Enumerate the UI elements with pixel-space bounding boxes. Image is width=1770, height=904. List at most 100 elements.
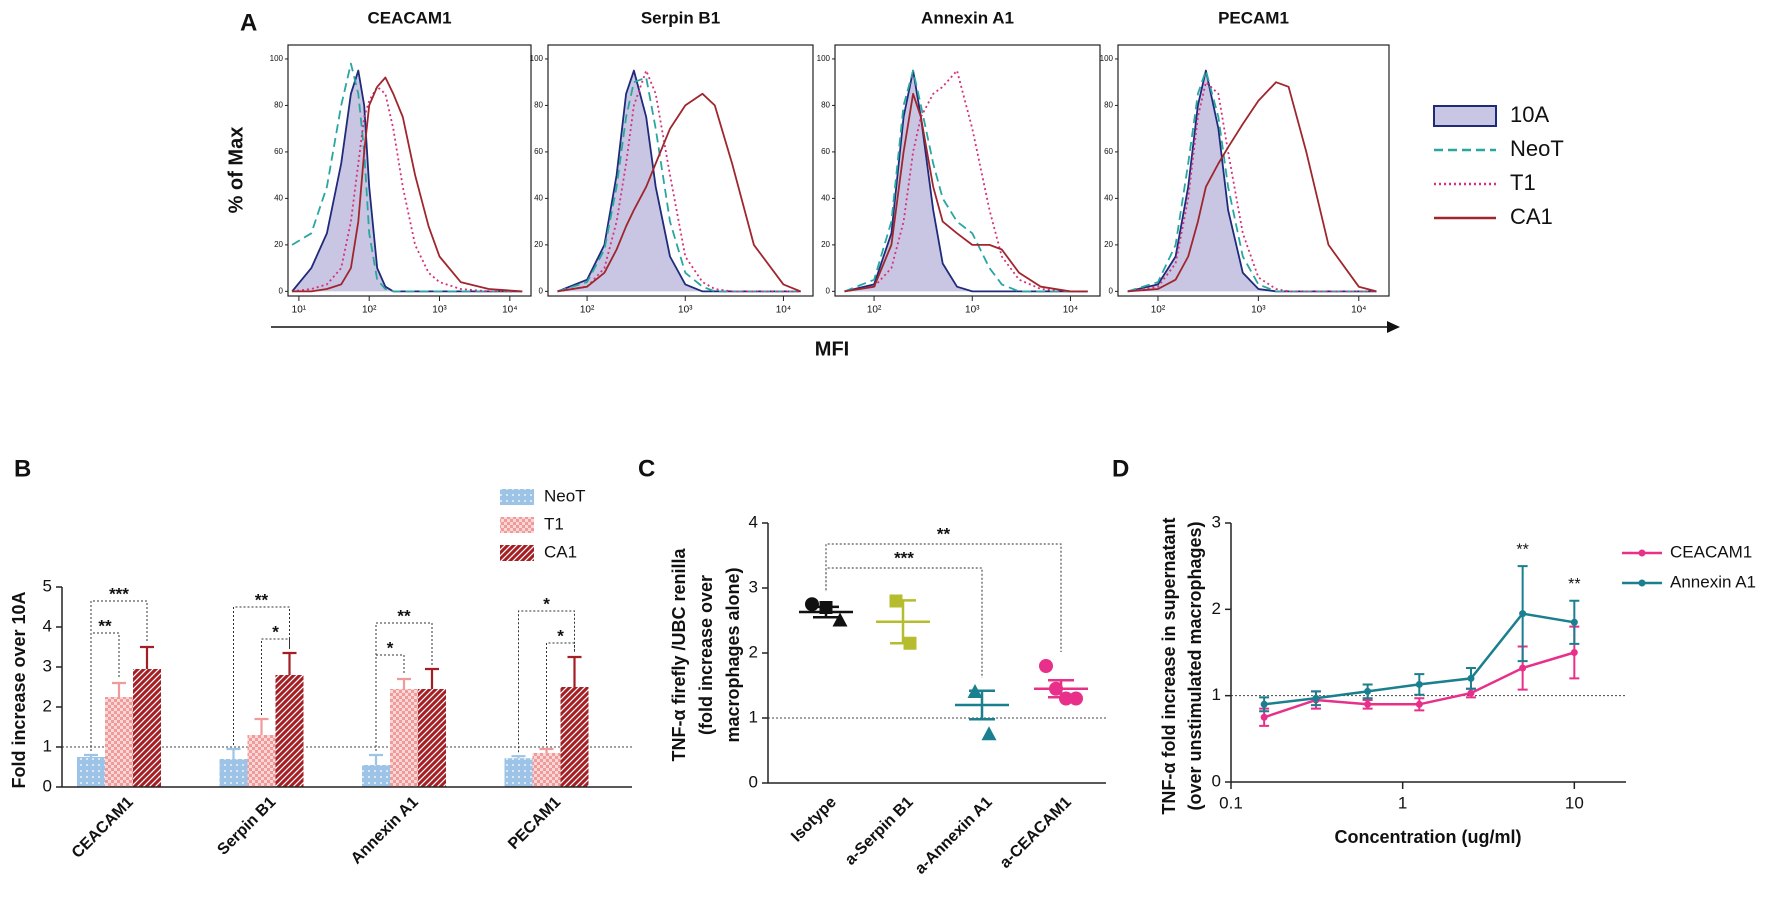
- bar: [133, 669, 161, 787]
- y-tick-label: 0: [43, 776, 52, 795]
- legend-label: Annexin A1: [1670, 572, 1756, 591]
- point: [1069, 691, 1083, 706]
- point: [1260, 700, 1268, 708]
- legend-label: T1: [544, 514, 564, 533]
- point: [1519, 610, 1527, 618]
- x-tick-label: a-Serpin B1: [842, 794, 917, 869]
- y-tick-label: 60: [534, 147, 543, 156]
- point: [1312, 694, 1320, 702]
- significance-label: *: [543, 594, 550, 613]
- legend-label: T1: [1510, 170, 1536, 195]
- y-tick-label: 100: [270, 54, 284, 63]
- y-tick-label: 20: [274, 240, 283, 249]
- point: [1519, 664, 1527, 672]
- y-tick-label: 0: [1109, 286, 1114, 295]
- y-axis-label: TNF-α firefly /UBC renilla: [669, 547, 689, 761]
- y-tick-label: 2: [1212, 599, 1221, 618]
- panel-letter: A: [240, 9, 257, 36]
- x-tick-label: 10¹: [292, 305, 307, 316]
- bar: [390, 689, 418, 787]
- error-bar: [539, 747, 554, 753]
- plot-frame: [287, 44, 532, 297]
- error-bar: [282, 651, 297, 675]
- error-bar: [254, 717, 269, 735]
- x-tick-label: 0.1: [1219, 793, 1243, 812]
- significance-label: *: [557, 626, 564, 645]
- point: [1364, 687, 1372, 695]
- subplot-title: Annexin A1: [921, 8, 1014, 27]
- y-tick-label: 4: [749, 512, 758, 531]
- legend-label: NeoT: [544, 486, 586, 505]
- bar: [105, 697, 133, 787]
- bar: [504, 758, 533, 787]
- subplot-title: PECAM1: [1218, 8, 1289, 27]
- density-curve: [557, 92, 802, 293]
- y-tick-label: 20: [534, 240, 543, 249]
- y-tick-label: 0: [826, 286, 831, 295]
- density-curve: [291, 62, 523, 293]
- density-curve: [844, 69, 1088, 293]
- legend-label: CEACAM1: [1670, 542, 1752, 561]
- x-tick-label: Serpin B1: [214, 794, 279, 859]
- point: [805, 597, 819, 612]
- y-axis-label: (fold increase over: [696, 575, 716, 735]
- y-tick-label: 2: [749, 642, 758, 661]
- legend-label: 10A: [1510, 102, 1549, 127]
- x-tick-label: 10: [1565, 793, 1584, 812]
- y-tick-label: 1: [1212, 685, 1221, 704]
- x-tick-label: 1: [1398, 793, 1407, 812]
- bar: [247, 735, 276, 787]
- error-bar: [226, 747, 241, 759]
- y-axis-label: % of Max: [225, 127, 247, 214]
- point: [1570, 618, 1578, 626]
- x-tick-label: 10³: [678, 305, 693, 316]
- legend-label: CA1: [1510, 204, 1553, 229]
- x-tick-label: 10²: [1151, 305, 1166, 316]
- x-tick-label: PECAM1: [505, 794, 564, 853]
- y-axis-label: Fold increase over 10A: [9, 591, 29, 788]
- legend-swatch: [500, 489, 534, 505]
- x-tick-label: 10⁴: [1351, 305, 1366, 316]
- error-bar: [112, 681, 126, 697]
- significance-label: **: [255, 590, 269, 609]
- x-tick-label: Annexin A1: [348, 794, 422, 868]
- legend-swatch: [500, 545, 534, 561]
- y-tick-label: 40: [274, 193, 283, 202]
- y-tick-label: 80: [274, 101, 283, 110]
- y-tick-label: 1: [749, 707, 758, 726]
- x-tick-label: 10⁴: [1063, 305, 1078, 316]
- error-bar: [567, 655, 582, 687]
- x-tick-label: a-Annexin A1: [912, 794, 996, 878]
- error-bar: [140, 645, 154, 669]
- bar: [362, 765, 390, 787]
- y-tick-label: 5: [43, 576, 52, 595]
- y-tick-label: 0: [1212, 771, 1221, 790]
- point: [1570, 649, 1578, 656]
- y-axis-label: macrophages alone): [723, 567, 743, 742]
- arrow-head: [1387, 321, 1400, 333]
- bar: [219, 759, 248, 787]
- y-tick-label: 100: [817, 54, 831, 63]
- bar: [560, 687, 589, 787]
- density-curve: [1127, 81, 1377, 293]
- significance-label: **: [1568, 576, 1580, 593]
- point: [1059, 691, 1073, 706]
- error-bar: [397, 677, 411, 689]
- sem-bar: [1048, 679, 1074, 699]
- sem-bar: [813, 605, 839, 619]
- legend-swatch: [500, 517, 534, 533]
- point: [1364, 700, 1372, 708]
- y-tick-label: 80: [821, 101, 830, 110]
- plot-frame: [547, 44, 814, 297]
- y-tick-label: 1: [43, 736, 52, 755]
- bar: [418, 689, 446, 787]
- y-tick-label: 2: [43, 696, 52, 715]
- density-curve: [291, 69, 523, 293]
- density-curve: [844, 69, 1088, 293]
- y-tick-label: 4: [43, 616, 52, 635]
- y-tick-label: 20: [821, 240, 830, 249]
- significance-label: ***: [894, 548, 914, 567]
- y-tick-label: 60: [274, 147, 283, 156]
- subplot-title: CEACAM1: [367, 8, 451, 27]
